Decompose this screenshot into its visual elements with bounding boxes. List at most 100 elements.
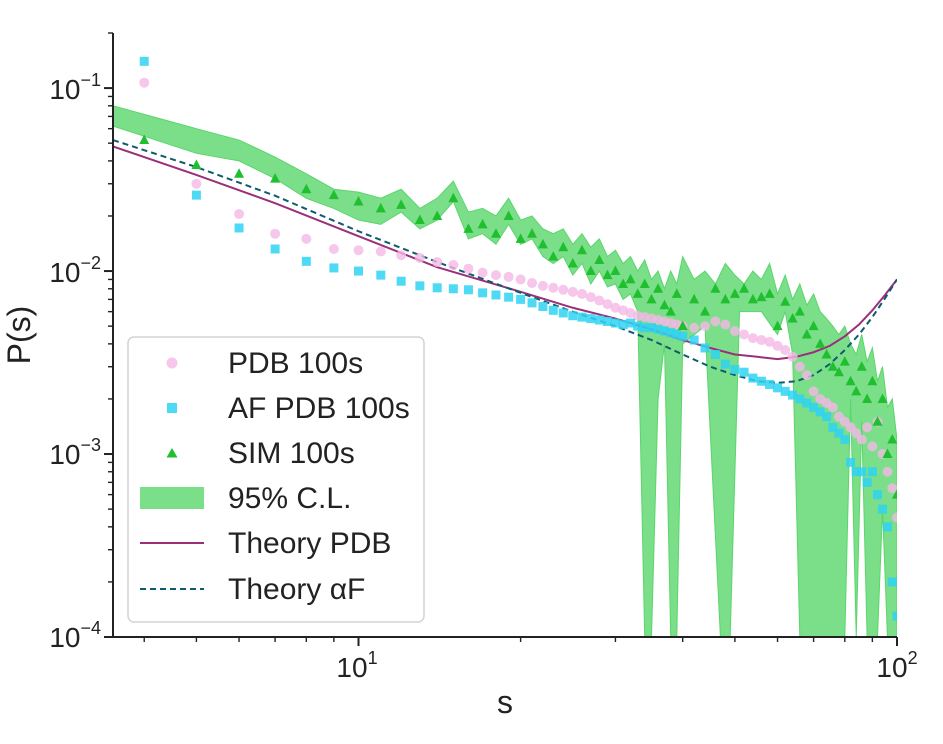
af-pdb-point [603,317,613,327]
af-pdb-point [432,283,442,293]
af-pdb-point [491,290,501,300]
pdb-point [396,250,407,261]
pdb-point [448,259,459,270]
sim-point [845,375,856,386]
pdb-point [729,326,740,337]
y-tick-label: 10−3 [49,435,101,470]
legend-frame [127,336,425,623]
af-pdb-point [270,244,280,254]
sim-point [396,199,407,209]
y-tick-label: 10−1 [49,70,101,105]
legend-label-theory-pdb: Theory PDB [228,527,391,560]
sim-point [234,168,245,178]
af-pdb-point [887,577,897,587]
af-pdb-point [873,490,883,500]
af-pdb-point [851,467,861,477]
legend-label-pdb: PDB 100s [228,347,363,380]
af-pdb-point [633,321,643,331]
theory-af-line [113,139,897,384]
af-pdb-point [139,56,149,66]
sim-point [610,265,621,276]
sim-point [625,273,636,284]
x-axis-label: s [497,684,513,720]
af-pdb-point [802,398,812,408]
af-pdb-point [586,314,596,324]
sim-point [659,299,670,310]
af-pdb-point [504,292,514,302]
pdb-point [375,246,386,257]
af-pdb-point [765,379,775,389]
sim-point [887,434,897,444]
af-pdb-point [538,302,548,312]
af-pdb-point [558,308,568,318]
af-pdb-point [329,263,339,273]
sim-point [490,228,501,238]
sim-point [548,251,559,261]
sim-point [646,293,657,304]
sim-point [632,288,643,298]
pdb-point [558,284,569,295]
af-pdb-point [773,383,783,393]
sim-point [585,265,596,276]
af-pdb-point [191,190,201,200]
sim-point [328,189,339,200]
pdb-point [602,299,613,310]
pdb-point [700,321,711,332]
sim-point [602,269,613,280]
pdb-point [827,402,838,413]
af-pdb-point [834,428,844,438]
sim-point [677,320,688,331]
legend-label-theory-af: Theory αF [228,573,365,606]
pdb-point [689,322,700,333]
af-pdb-point [463,285,473,295]
af-pdb-point [809,402,819,412]
sim-point [862,393,873,403]
sim-point [191,159,202,169]
plot-area [113,56,897,637]
sim-point [808,320,819,331]
af-pdb-point [780,386,790,396]
pdb-point [548,282,559,293]
sim-point [872,416,883,426]
sim-point [739,283,750,293]
sim-point [833,366,844,377]
sim-point [618,278,629,288]
af-pdb-point [822,412,832,422]
legend-label-band: 95% C.L. [228,482,351,515]
sim-point [772,320,783,331]
sim-point [892,489,897,499]
af-pdb-point [882,522,892,532]
pdb-point [234,209,245,220]
y-tick-label: 10−4 [49,618,101,653]
af-pdb-point [815,407,825,417]
sim-point [653,283,664,293]
af-pdb-point [710,349,720,359]
y-axis-label: P(s) [1,306,37,365]
pdb-point [191,178,202,189]
sim-point [477,218,488,229]
sim-point [139,134,150,145]
af-pdb-point [689,335,699,345]
af-pdb-point [640,323,650,333]
pdb-point [794,361,805,372]
af-pdb-point [415,281,425,291]
af-pdb-point [878,504,888,514]
pdb-point [594,295,605,306]
sim-point [747,293,758,304]
pdb-point [739,329,750,340]
sim-point [448,192,459,203]
pdb-point [756,334,767,345]
sim-point [270,173,281,183]
af-pdb-point [234,223,244,233]
af-pdb-point [646,323,656,333]
pdb-point [720,319,731,330]
af-pdb-point [795,394,805,404]
x-tick-labels: 101 102 [336,648,917,683]
pdb-point [576,288,587,299]
pdb-point [787,351,798,362]
af-pdb-point [666,328,676,338]
af-pdb-point [678,331,688,341]
pdb-point [585,292,596,303]
pdb-point [710,316,721,327]
sim-point [815,338,826,348]
